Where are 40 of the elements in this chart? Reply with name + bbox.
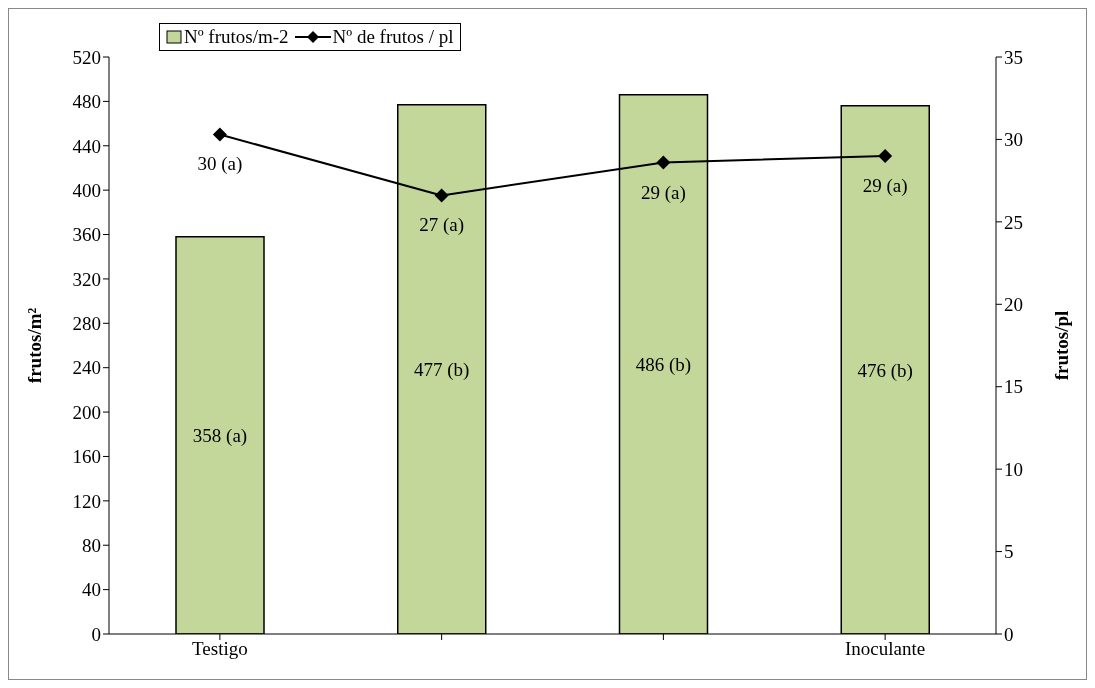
point	[212, 127, 227, 142]
y-tick-label: 400	[72, 179, 101, 201]
y2-tick-label: 0	[1004, 623, 1014, 645]
y-tick-label: 360	[72, 224, 101, 246]
data-label: 477 (b)	[414, 359, 470, 382]
y2-tick-label: 35	[1004, 46, 1023, 68]
y-tick-label: 80	[82, 534, 101, 556]
point	[434, 188, 449, 203]
y2-axis-title: frutos/pl	[1050, 310, 1072, 381]
y-tick-label: 160	[72, 446, 101, 468]
y-axis-title: frutos/m²	[23, 307, 45, 384]
point	[878, 148, 893, 163]
y-tick-label: 480	[72, 91, 101, 113]
y-tick-label: 200	[72, 401, 101, 423]
y-tick-label: 440	[72, 135, 101, 157]
x-tick-label: Testigo	[192, 638, 248, 660]
y2-tick-label: 30	[1004, 129, 1023, 151]
data-label: 476 (b)	[857, 359, 913, 382]
legend-label: Nº frutos/m-2	[184, 26, 289, 48]
y2-tick-label: 15	[1004, 376, 1023, 398]
data-label: 27 (a)	[419, 214, 465, 237]
x-tick-label: Inoculante	[845, 638, 926, 660]
y-tick-label: 240	[72, 357, 101, 379]
y2-tick-label: 20	[1004, 294, 1023, 316]
data-label: 29 (a)	[640, 181, 686, 204]
y2-tick-label: 25	[1004, 211, 1023, 233]
y-tick-label: 280	[72, 313, 101, 335]
y2-tick-label: 10	[1004, 458, 1023, 480]
point	[656, 155, 671, 170]
legend-label: Nº de frutos / pl	[332, 26, 454, 48]
data-label: 486 (b)	[635, 354, 692, 377]
y-tick-label: 520	[72, 46, 101, 68]
y2-tick-label: 5	[1004, 541, 1014, 563]
data-label: 358 (a)	[192, 425, 248, 448]
y-tick-label: 120	[72, 490, 101, 512]
y-tick-label: 320	[72, 268, 101, 290]
y-tick-label: 0	[91, 623, 101, 645]
data-label: 29 (a)	[862, 174, 908, 197]
data-label: 30 (a)	[197, 153, 243, 176]
y-tick-label: 40	[82, 579, 101, 601]
